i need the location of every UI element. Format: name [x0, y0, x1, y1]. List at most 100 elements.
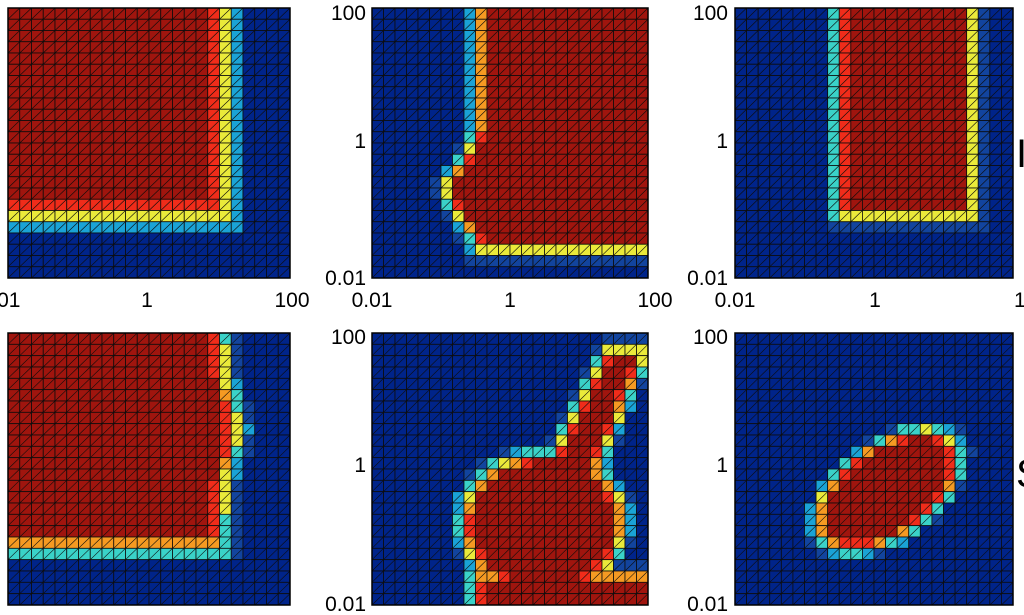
heatmap-cell-hatch — [137, 255, 150, 267]
heatmap-cell-hatch — [278, 86, 291, 99]
heatmap-cell-hatch — [383, 120, 396, 132]
heatmap-cell-hatch — [43, 176, 56, 189]
heatmap-cell-hatch — [452, 41, 465, 54]
heatmap-cell-hatch — [371, 199, 384, 211]
heatmap-cell-hatch — [486, 255, 499, 267]
heatmap-cell-hatch — [429, 154, 442, 166]
heatmap-cell-hatch — [160, 187, 173, 200]
heatmap-cell-hatch — [90, 165, 103, 177]
heatmap-cell-hatch — [219, 199, 232, 211]
heatmap-cell-hatch — [254, 109, 267, 121]
heatmap-cell-hatch — [137, 142, 150, 155]
heatmap-cell-hatch — [231, 142, 244, 155]
heatmap-cell-hatch — [90, 266, 103, 279]
heatmap-cell-hatch — [7, 142, 20, 155]
heatmap-cell-hatch — [90, 41, 103, 54]
heatmap-cell-hatch — [172, 75, 185, 87]
heatmap-cell-hatch — [242, 165, 255, 177]
heatmap-cell-hatch — [148, 244, 161, 256]
heatmap-cell-hatch — [195, 97, 208, 110]
heatmap-cell-hatch — [521, 176, 534, 189]
heatmap-cell-hatch — [254, 210, 267, 222]
heatmap-cell-hatch — [160, 176, 173, 189]
heatmap-cell-hatch — [43, 210, 56, 222]
heatmap-cell-hatch — [195, 165, 208, 177]
heatmap-cell-hatch — [207, 131, 220, 144]
heatmap-cell-hatch — [184, 120, 197, 132]
heatmap-cell-hatch — [429, 244, 442, 256]
heatmap-cell-hatch — [219, 120, 232, 132]
heatmap-cell-hatch — [417, 187, 430, 200]
heatmap-cell-hatch — [498, 75, 511, 87]
heatmap-cell-hatch — [498, 232, 511, 245]
heatmap-cell-hatch — [475, 187, 488, 200]
heatmap-cell-hatch — [19, 210, 32, 222]
heatmap-cell-hatch — [417, 64, 430, 76]
heatmap-cell-hatch — [394, 232, 407, 245]
heatmap-cell-hatch — [521, 131, 534, 144]
heatmap-cell-hatch — [137, 221, 150, 234]
heatmap-cell-hatch — [195, 199, 208, 211]
heatmap-cell-hatch — [195, 131, 208, 144]
heatmap-cell-hatch — [521, 199, 534, 211]
heatmap-cell-hatch — [498, 266, 511, 279]
heatmap-cell-hatch — [90, 131, 103, 144]
heatmap-cell-hatch — [429, 41, 442, 54]
heatmap-cell-hatch — [521, 266, 534, 279]
heatmap-cell-hatch — [498, 7, 511, 20]
heatmap-cell-hatch — [498, 64, 511, 76]
heatmap-cell-hatch — [521, 86, 534, 99]
heatmap-cell-hatch — [452, 210, 465, 222]
heatmap-cell-hatch — [486, 221, 499, 234]
heatmap-cell-hatch — [242, 199, 255, 211]
heatmap-cell-hatch — [429, 131, 442, 144]
heatmap-cell-hatch — [184, 221, 197, 234]
heatmap-cell-hatch — [463, 109, 476, 121]
heatmap-cell-hatch — [113, 120, 126, 132]
heatmap-cell-hatch — [54, 75, 67, 87]
heatmap-cell-hatch — [125, 244, 138, 256]
heatmap-cell-hatch — [231, 154, 244, 166]
heatmap-cell-hatch — [184, 75, 197, 87]
heatmap-cell-hatch — [440, 142, 453, 155]
heatmap-cell-hatch — [521, 19, 534, 31]
heatmap-cell-hatch — [486, 41, 499, 54]
heatmap-cell-hatch — [486, 75, 499, 87]
heatmap-cell-hatch — [231, 19, 244, 31]
heatmap-cell-hatch — [394, 7, 407, 20]
heatmap-cell-hatch — [475, 232, 488, 245]
heatmap-cell-hatch — [101, 154, 114, 166]
heatmap-cell-hatch — [278, 30, 291, 42]
heatmap-cell-hatch — [195, 142, 208, 155]
heatmap-cell-hatch — [440, 109, 453, 121]
heatmap-cell-hatch — [278, 232, 291, 245]
heatmap-cell-hatch — [371, 131, 384, 144]
heatmap-cell-hatch — [440, 210, 453, 222]
heatmap-cell-hatch — [475, 176, 488, 189]
heatmap-cell-hatch — [195, 19, 208, 31]
heatmap-cell-hatch — [463, 221, 476, 234]
heatmap-cell-hatch — [509, 75, 522, 87]
heatmap-cell-hatch — [383, 86, 396, 99]
heatmap-cell-hatch — [266, 199, 279, 211]
heatmap-cell-hatch — [394, 210, 407, 222]
heatmap-cell-hatch — [371, 52, 384, 65]
heatmap-cell-hatch — [509, 199, 522, 211]
heatmap-cell-hatch — [486, 210, 499, 222]
heatmap-cell-hatch — [406, 255, 419, 267]
heatmap-cell-hatch — [509, 41, 522, 54]
heatmap-cell-hatch — [242, 187, 255, 200]
heatmap-cell-hatch — [7, 255, 20, 267]
heatmap-cell-hatch — [113, 19, 126, 31]
heatmap-cell-hatch — [160, 52, 173, 65]
heatmap-cell-hatch — [429, 97, 442, 110]
heatmap-cell-hatch — [125, 86, 138, 99]
heatmap-cell-hatch — [137, 232, 150, 245]
heatmap-cell-hatch — [184, 176, 197, 189]
heatmap-cell-hatch — [417, 75, 430, 87]
heatmap-cell-hatch — [101, 109, 114, 121]
heatmap-cell-hatch — [266, 221, 279, 234]
heatmap-cell-hatch — [266, 154, 279, 166]
heatmap-cell-hatch — [78, 131, 91, 144]
heatmap-cell-hatch — [417, 30, 430, 42]
